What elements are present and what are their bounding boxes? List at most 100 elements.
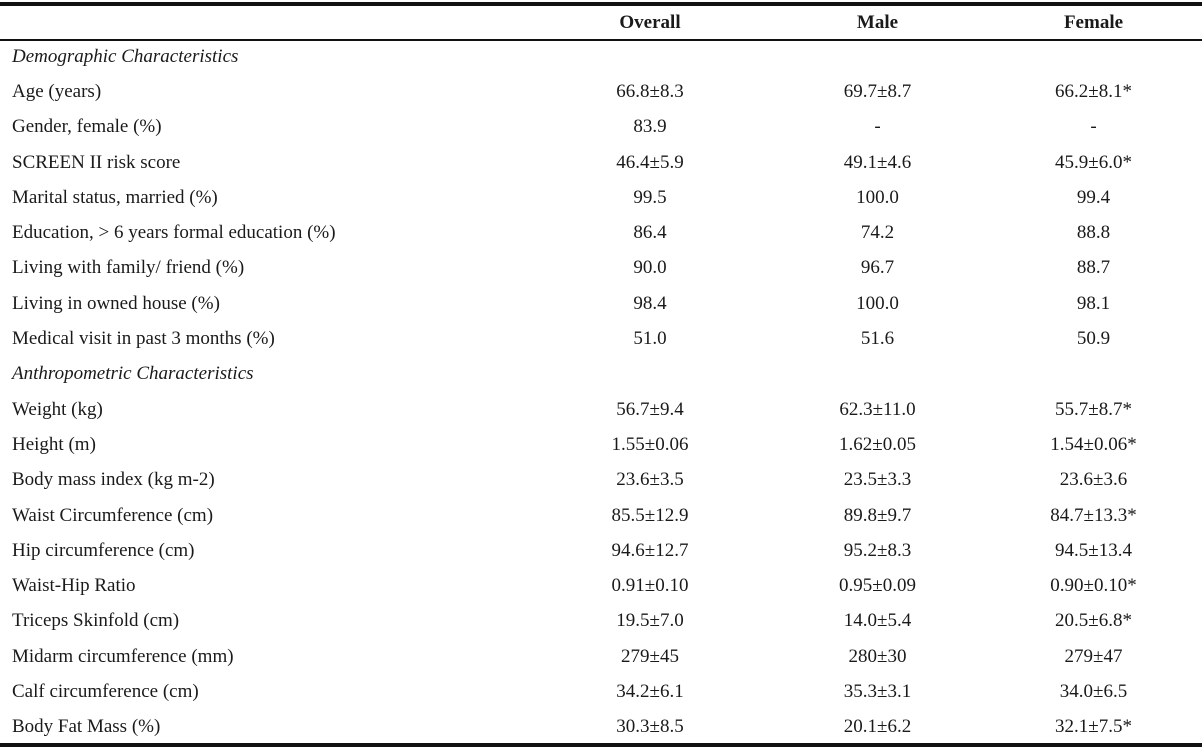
cell-overall: 98.4 bbox=[633, 292, 667, 314]
row-label: Calf circumference (cm) bbox=[12, 680, 199, 702]
cell-overall: 0.91±0.10 bbox=[611, 575, 689, 597]
row-label: Triceps Skinfold (cm) bbox=[12, 610, 180, 632]
cell-female: 34.0±6.5 bbox=[1059, 680, 1128, 702]
cell-male: 0.95±0.09 bbox=[839, 575, 916, 597]
cell-overall: 19.5±7.0 bbox=[616, 610, 684, 632]
cell-male: 62.3±11.0 bbox=[839, 398, 916, 420]
header-label bbox=[0, 6, 530, 39]
cell-male: 89.8±9.7 bbox=[843, 504, 912, 526]
cell-female: 279±47 bbox=[1064, 645, 1123, 667]
cell-overall: 51.0 bbox=[633, 328, 667, 350]
cell-overall: 30.3±8.5 bbox=[616, 716, 684, 738]
cell-female: 88.8 bbox=[1076, 222, 1111, 244]
cell-overall: 23.6±3.5 bbox=[616, 469, 684, 491]
cell-female: - bbox=[1090, 116, 1097, 138]
table-row: Waist Circumference (cm) 85.5±12.9 89.8±9.… bbox=[0, 498, 1202, 533]
table-row: Midarm circumference (mm) 279±45 280±30 279… bbox=[0, 639, 1202, 674]
table-row: Living in owned house (%) 98.4 100.0 98.1 bbox=[0, 286, 1202, 321]
cell-male bbox=[770, 39, 985, 74]
cell-overall: 86.4 bbox=[633, 222, 667, 244]
row-label: Marital status, married (%) bbox=[12, 186, 218, 208]
table-row: Body Fat Mass (%) 30.3±8.5 20.1±6.2 32.1±7.… bbox=[0, 710, 1202, 745]
cell-overall bbox=[530, 39, 770, 74]
cell-female: 50.9 bbox=[1076, 328, 1111, 350]
cell-male: 100.0 bbox=[856, 292, 899, 314]
table-row: Triceps Skinfold (cm) 19.5±7.0 14.0±5.4 20.… bbox=[0, 604, 1202, 639]
cell-overall: 1.55±0.06 bbox=[611, 433, 689, 455]
cell-female: 94.5±13.4 bbox=[1055, 539, 1132, 561]
table-header-rule bbox=[0, 39, 1202, 41]
cell-female: 0.90±0.10* bbox=[1050, 575, 1137, 597]
cell-female: 32.1±7.5* bbox=[1055, 716, 1132, 738]
cell-male: 1.62±0.05 bbox=[839, 433, 916, 455]
table-row: Weight (kg) 56.7±9.4 62.3±11.0 55.7±8.7* bbox=[0, 392, 1202, 427]
cell-female: 84.7±13.3* bbox=[1050, 504, 1137, 526]
table-row: Calf circumference (cm) 34.2±6.1 35.3±3.1 3… bbox=[0, 674, 1202, 709]
cell-overall: 56.7±9.4 bbox=[616, 398, 684, 420]
cell-overall: 83.9 bbox=[633, 116, 667, 138]
cell-female: 45.9±6.0* bbox=[1055, 151, 1132, 173]
cell-male: 14.0±5.4 bbox=[843, 610, 912, 632]
cell-male: 95.2±8.3 bbox=[843, 539, 912, 561]
table-row: Gender, female (%) 83.9 - - bbox=[0, 110, 1202, 145]
table-bottom-rule bbox=[0, 743, 1202, 747]
table-row: Living with family/ friend (%) 90.0 96.7 88… bbox=[0, 251, 1202, 286]
cell-female: 66.2±8.1* bbox=[1055, 80, 1132, 102]
section-header-row: Anthropometric Characteristics bbox=[0, 357, 1202, 392]
header-overall: Overall bbox=[619, 11, 681, 33]
row-label: Living with family/ friend (%) bbox=[12, 257, 245, 279]
cell-male: 69.7±8.7 bbox=[843, 80, 912, 102]
cell-overall: 279±45 bbox=[621, 645, 679, 667]
cell-male: 35.3±3.1 bbox=[843, 680, 912, 702]
row-label: Height (m) bbox=[12, 433, 96, 455]
row-label: Midarm circumference (mm) bbox=[12, 645, 234, 667]
table-row: Height (m) 1.55±0.06 1.62±0.05 1.54±0.06* bbox=[0, 427, 1202, 462]
row-label: Waist-Hip Ratio bbox=[12, 575, 136, 597]
cell-male: 96.7 bbox=[860, 257, 895, 279]
row-label: Anthropometric Characteristics bbox=[12, 363, 254, 385]
cell-female: 99.4 bbox=[1076, 186, 1111, 208]
table-header-row: Overall Male Female bbox=[0, 6, 1202, 39]
cell-overall: 66.8±8.3 bbox=[616, 80, 684, 102]
cell-female: 1.54±0.06* bbox=[1050, 433, 1137, 455]
cell-female: 55.7±8.7* bbox=[1055, 398, 1132, 420]
table-row: Body mass index (kg m-2) 23.6±3.5 23.5±3.3… bbox=[0, 463, 1202, 498]
row-label: Hip circumference (cm) bbox=[12, 539, 195, 561]
cell-overall: 94.6±12.7 bbox=[611, 539, 689, 561]
row-label: Body Fat Mass (%) bbox=[12, 716, 161, 738]
table-row: Age (years) 66.8±8.3 69.7±8.7 66.2±8.1* bbox=[0, 74, 1202, 109]
table-row: Medical visit in past 3 months (%) 51.0 51… bbox=[0, 321, 1202, 356]
cell-female: 88.7 bbox=[1076, 257, 1111, 279]
row-label: Weight (kg) bbox=[12, 398, 103, 420]
row-label: Living in owned house (%) bbox=[12, 292, 220, 314]
table-row: Waist-Hip Ratio 0.91±0.10 0.95±0.09 0.90±0.… bbox=[0, 568, 1202, 603]
cell-overall: 90.0 bbox=[633, 257, 667, 279]
row-label: SCREEN II risk score bbox=[12, 151, 181, 173]
header-male: Male bbox=[856, 11, 899, 33]
cell-male: 74.2 bbox=[860, 222, 895, 244]
row-label: Gender, female (%) bbox=[12, 116, 162, 138]
cell-female: 20.5±6.8* bbox=[1055, 610, 1132, 632]
cell-male: 100.0 bbox=[856, 186, 899, 208]
cell-female: 98.1 bbox=[1076, 292, 1111, 314]
cell-overall bbox=[530, 357, 770, 392]
cell-female: 23.6±3.6 bbox=[1059, 469, 1128, 491]
section-header-row: Demographic Characteristics bbox=[0, 39, 1202, 74]
cell-overall: 34.2±6.1 bbox=[616, 680, 684, 702]
table-row: SCREEN II risk score 46.4±5.9 49.1±4.6 45.9… bbox=[0, 145, 1202, 180]
cell-male: 280±30 bbox=[848, 645, 907, 667]
row-label: Education, > 6 years formal education (%… bbox=[12, 222, 336, 244]
row-label: Demographic Characteristics bbox=[12, 45, 239, 67]
cell-male: 23.5±3.3 bbox=[843, 469, 912, 491]
cell-male: 49.1±4.6 bbox=[843, 151, 912, 173]
cell-female bbox=[985, 39, 1202, 74]
characteristics-table: Overall Male Female Demographic Characte… bbox=[0, 6, 1202, 745]
row-label: Age (years) bbox=[12, 80, 102, 102]
row-label: Waist Circumference (cm) bbox=[12, 504, 214, 526]
cell-male: 51.6 bbox=[860, 328, 895, 350]
table-row: Education, > 6 years formal education (%… bbox=[0, 215, 1202, 250]
cell-male: - bbox=[874, 116, 881, 138]
table-top-rule bbox=[0, 2, 1202, 6]
cell-male: 20.1±6.2 bbox=[843, 716, 912, 738]
